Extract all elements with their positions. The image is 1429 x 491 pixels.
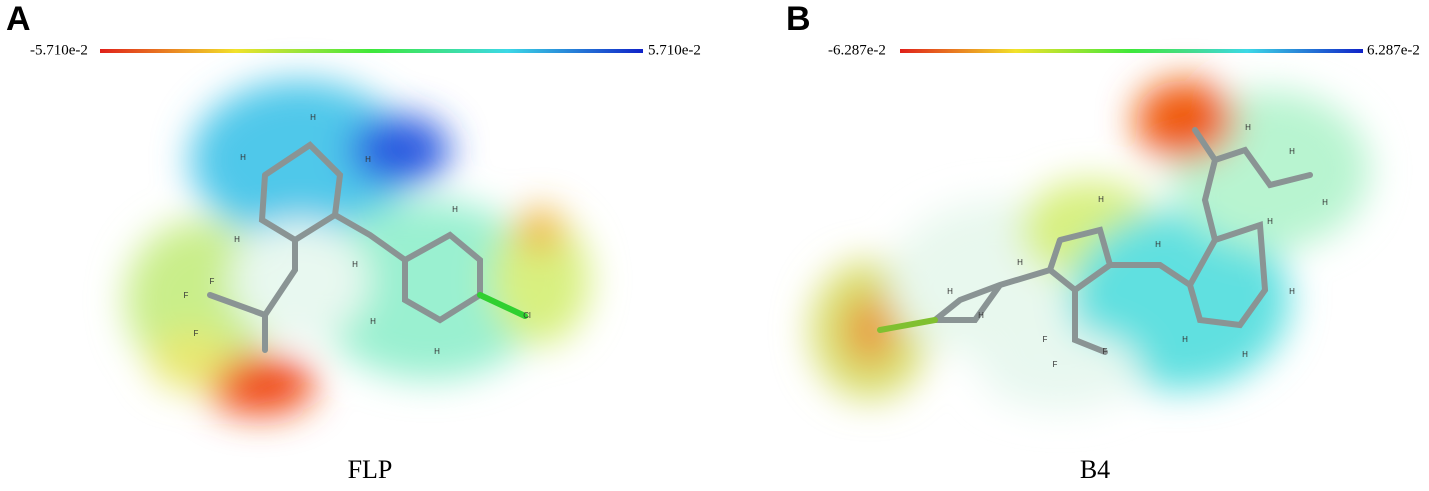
- atom-label: H: [978, 311, 984, 320]
- atom-label: F: [1043, 335, 1048, 344]
- atom-label: F: [1053, 360, 1058, 369]
- atom-label: H: [1098, 195, 1104, 204]
- panel-label: B: [786, 0, 811, 38]
- scale-min: -6.287e-2: [828, 42, 886, 58]
- atom-label: H: [240, 153, 246, 162]
- panel-a: A -5.710e-2 5.710e-2: [6, 0, 701, 415]
- atom-label: H: [947, 287, 953, 296]
- atom-label: H: [1289, 287, 1295, 296]
- atom-label: H: [1017, 258, 1023, 267]
- atom-label: H: [370, 317, 376, 326]
- atom-label: H: [1322, 198, 1328, 207]
- scale-min: -5.710e-2: [30, 42, 88, 58]
- atom-label: H: [1242, 350, 1248, 359]
- atom-label: H: [365, 155, 371, 164]
- atom-label: Cl: [523, 311, 531, 320]
- atom-label: H: [1245, 123, 1251, 132]
- atom-label: F: [194, 329, 199, 338]
- atom-label: H: [1182, 335, 1188, 344]
- scale-max: 6.287e-2: [1367, 42, 1420, 58]
- panel-b: B -6.287e-2 6.287e-2: [786, 0, 1420, 410]
- bonds: [877, 127, 1313, 355]
- atom-label: H: [1267, 217, 1273, 226]
- atom-label: H: [1289, 147, 1295, 156]
- esp-surface: [810, 80, 1370, 410]
- color-bar: [100, 49, 643, 53]
- color-bar: [900, 49, 1363, 53]
- bonds: [207, 141, 528, 353]
- scale-max: 5.710e-2: [648, 42, 701, 58]
- caption: FLP: [348, 455, 393, 484]
- atom-label: H: [310, 113, 316, 122]
- esp-surface: [125, 80, 590, 415]
- atom-label: F: [184, 291, 189, 300]
- atom-label: H: [434, 347, 440, 356]
- atom-label: F: [210, 277, 215, 286]
- atom-label: H: [1155, 240, 1161, 249]
- panel-label: A: [6, 0, 31, 38]
- caption: B4: [1080, 455, 1110, 484]
- atom-label: H: [352, 260, 358, 269]
- atom-label: H: [452, 205, 458, 214]
- atom-label: H: [234, 235, 240, 244]
- atom-label: F: [1103, 347, 1108, 356]
